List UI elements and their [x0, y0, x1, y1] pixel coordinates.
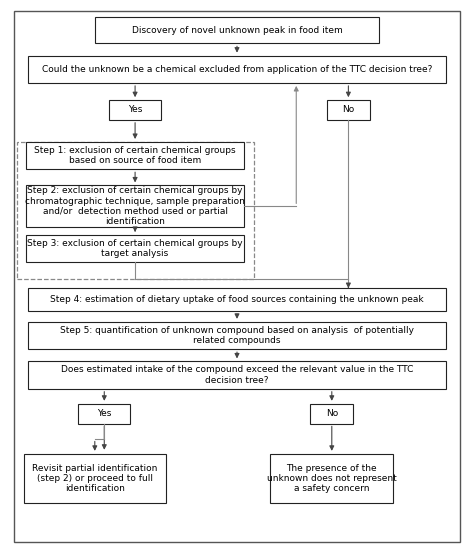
Text: Revisit partial identification
(step 2) or proceed to full
identification: Revisit partial identification (step 2) … — [32, 464, 157, 493]
Text: No: No — [342, 106, 355, 114]
FancyBboxPatch shape — [28, 56, 446, 83]
FancyBboxPatch shape — [78, 404, 130, 424]
Text: No: No — [326, 409, 338, 418]
Text: Yes: Yes — [97, 409, 111, 418]
Text: Could the unknown be a chemical excluded from application of the TTC decision tr: Could the unknown be a chemical excluded… — [42, 65, 432, 74]
FancyBboxPatch shape — [26, 185, 244, 227]
Text: Does estimated intake of the compound exceed the relevant value in the TTC
decis: Does estimated intake of the compound ex… — [61, 365, 413, 385]
FancyBboxPatch shape — [327, 100, 370, 120]
Text: Step 1: exclusion of certain chemical groups
based on source of food item: Step 1: exclusion of certain chemical gr… — [34, 146, 236, 166]
FancyBboxPatch shape — [26, 142, 244, 169]
FancyBboxPatch shape — [109, 100, 161, 120]
Text: Step 5: quantification of unknown compound based on analysis  of potentially
rel: Step 5: quantification of unknown compou… — [60, 326, 414, 345]
FancyBboxPatch shape — [28, 322, 446, 349]
FancyBboxPatch shape — [28, 288, 446, 311]
Text: Step 3: exclusion of certain chemical groups by
target analysis: Step 3: exclusion of certain chemical gr… — [27, 239, 243, 258]
Text: Discovery of novel unknown peak in food item: Discovery of novel unknown peak in food … — [132, 26, 342, 35]
FancyBboxPatch shape — [270, 454, 393, 503]
Text: The presence of the
unknown does not represent
a safety concern: The presence of the unknown does not rep… — [267, 464, 397, 493]
FancyBboxPatch shape — [17, 142, 254, 279]
Text: Step 2: exclusion of certain chemical groups by
chromatographic technique, sampl: Step 2: exclusion of certain chemical gr… — [25, 186, 245, 227]
FancyBboxPatch shape — [310, 404, 353, 424]
FancyBboxPatch shape — [24, 454, 166, 503]
Text: Yes: Yes — [128, 106, 142, 114]
FancyBboxPatch shape — [26, 235, 244, 262]
FancyBboxPatch shape — [28, 361, 446, 389]
FancyBboxPatch shape — [95, 17, 379, 43]
Text: Step 4: estimation of dietary uptake of food sources containing the unknown peak: Step 4: estimation of dietary uptake of … — [50, 295, 424, 304]
